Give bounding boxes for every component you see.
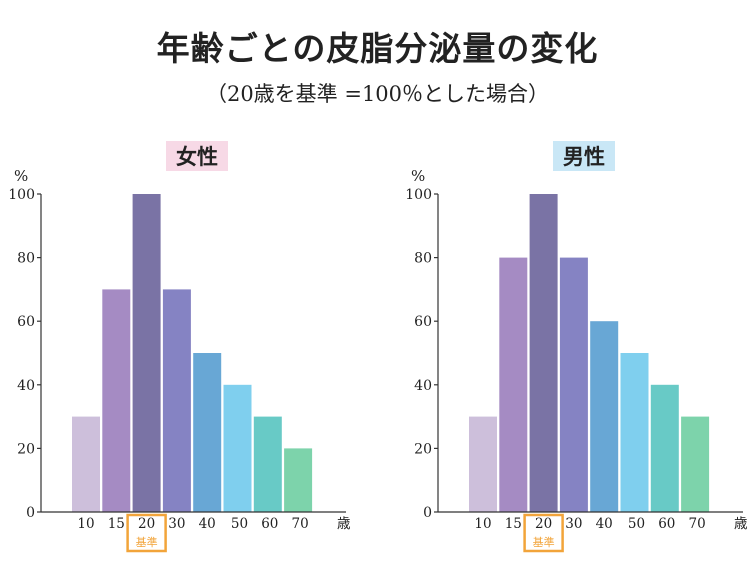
chart2-ytick-label-0: 0: [423, 505, 432, 521]
chart1-xtick-label-20: 20: [138, 516, 155, 532]
chart2-ytick-label-80: 80: [414, 251, 432, 267]
chart2-bar-20: [529, 194, 558, 512]
chart2-ytick-label-60: 60: [414, 314, 432, 330]
chart1-ytick-label-100: 100: [8, 187, 35, 203]
chart1-ytick-label-0: 0: [26, 505, 35, 521]
chart2-bar-10: [469, 416, 497, 512]
chart2-bar-15: [499, 257, 528, 512]
chart1-bar-10: [72, 416, 100, 512]
chart1-bar-15: [102, 289, 131, 512]
chart2-xtick-label-20: 20: [535, 516, 552, 532]
chart1-xtick-label-10: 10: [77, 516, 94, 532]
chart1-ytick-label-80: 80: [17, 251, 35, 267]
chart2-ytick-label-20: 20: [414, 441, 432, 457]
chart1-bar-30: [162, 289, 191, 512]
chart2-bar-50: [620, 353, 649, 512]
chart2-xunit: 歳: [734, 516, 748, 532]
chart1-bar-20: [132, 194, 161, 512]
chart2-xtick-label-15: 15: [505, 516, 522, 532]
chart2-reference-box: [523, 513, 564, 553]
page-title: 年齢ごとの皮脂分泌量の変化: [156, 29, 599, 68]
chart1-xtick-label-40: 40: [199, 516, 216, 532]
chart1-xunit: 歳: [337, 516, 351, 532]
chart1-xtick-label-70: 70: [292, 516, 309, 532]
chart2-xtick-label-10: 10: [474, 516, 491, 532]
chart1-bar-60: [253, 416, 282, 512]
chart2-ytick-label-40: 40: [414, 378, 432, 394]
chart2-xtick-label-50: 50: [628, 516, 645, 532]
chart2-bar-40: [590, 321, 619, 512]
chart1-xtick-label-50: 50: [231, 516, 248, 532]
chart2-title: 男性: [563, 144, 605, 169]
chart1-ytick-label-20: 20: [17, 441, 35, 457]
chart2-xtick-label-40: 40: [596, 516, 613, 532]
chart1-xtick-label-15: 15: [108, 516, 125, 532]
chart1-reference-label: 基準: [136, 535, 158, 549]
chart2-ylabel: %: [411, 167, 425, 185]
chart2-ytick-label-100: 100: [405, 187, 432, 203]
chart2-title-bg: [553, 141, 615, 171]
chart2-xtick-label-60: 60: [658, 516, 675, 532]
chart1-title-bg: [166, 141, 228, 171]
chart2-xtick-label-30: 30: [565, 516, 582, 532]
chart2-bar-70: [681, 416, 710, 512]
chart2-bar-30: [559, 257, 588, 512]
chart1-ytick-label-60: 60: [17, 314, 35, 330]
chart1-xtick-label-30: 30: [168, 516, 185, 532]
chart1-reference-box: [126, 513, 167, 553]
chart1-title: 女性: [176, 144, 218, 169]
chart1-ylabel: %: [14, 167, 28, 185]
chart2-xtick-label-70: 70: [689, 516, 706, 532]
page-subtitle: （20歳を基準 =100％とした場合）: [205, 82, 550, 106]
chart1-bar-50: [223, 384, 252, 512]
chart2-bar-60: [650, 384, 679, 512]
chart2-reference-label: 基準: [533, 535, 555, 549]
chart1-ytick-label-40: 40: [17, 378, 35, 394]
chart1-bar-70: [284, 448, 313, 512]
chart1-xtick-label-60: 60: [261, 516, 278, 532]
chart1-bar-40: [193, 353, 222, 512]
